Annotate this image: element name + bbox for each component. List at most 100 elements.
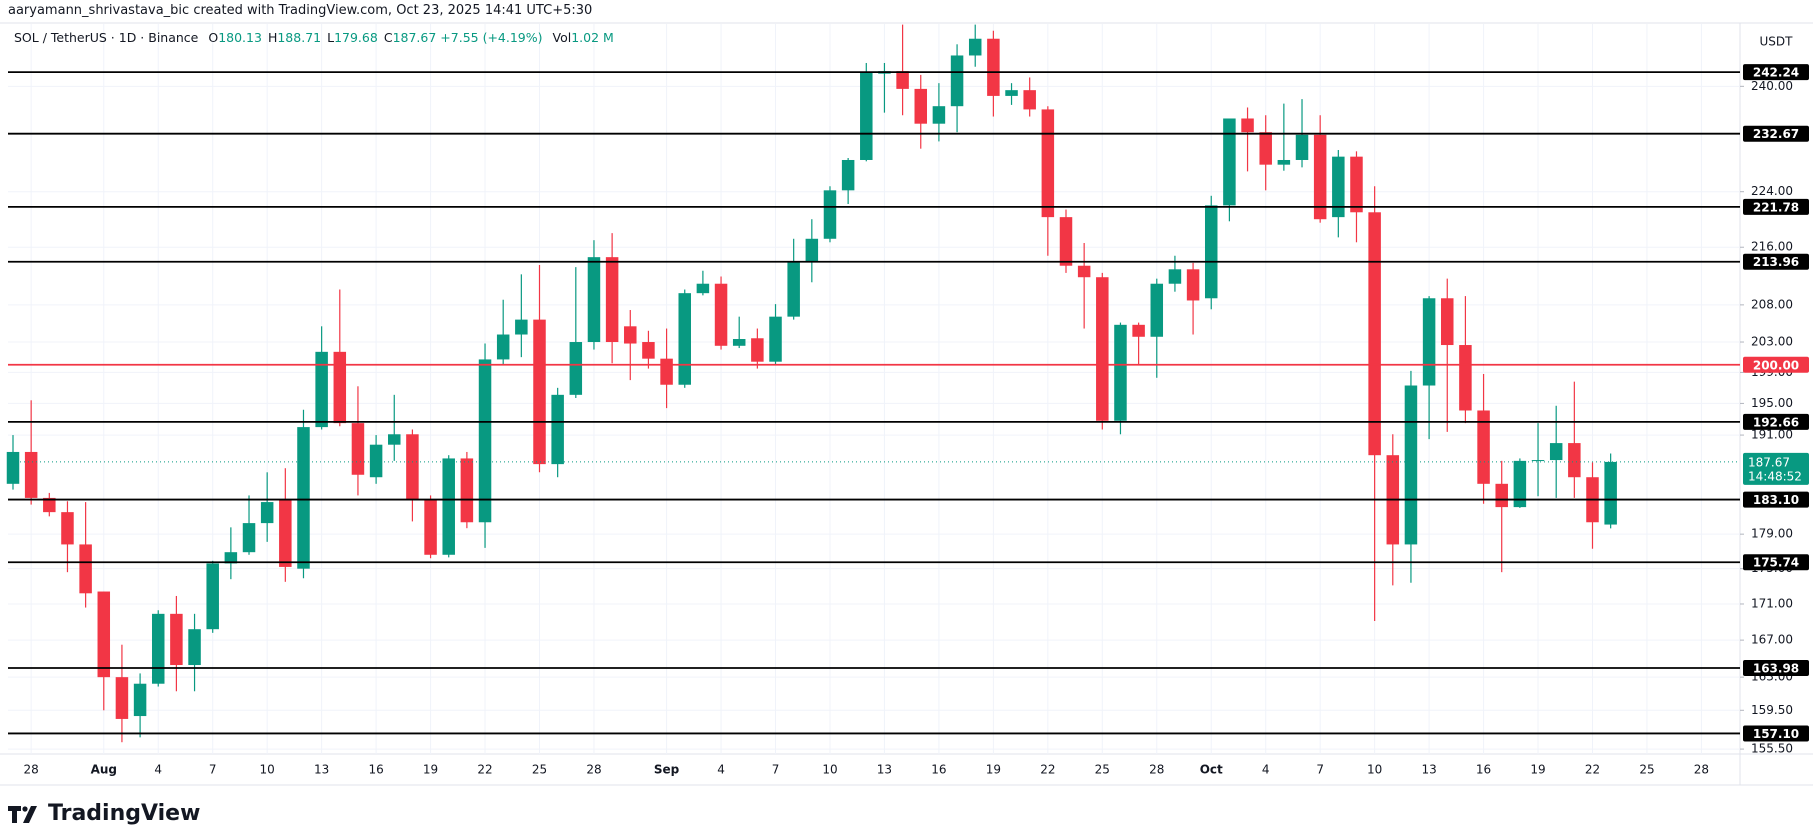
candle-body (732, 339, 746, 346)
x-tick-label: 16 (1476, 763, 1491, 777)
candle-body (1059, 217, 1073, 266)
x-tick-label: 28 (1694, 763, 1709, 777)
candle-body (43, 497, 56, 513)
candle-body (914, 88, 928, 124)
brand-logo: TradingView (8, 801, 200, 826)
candle-body (515, 319, 528, 335)
x-tick-label: 7 (209, 763, 217, 777)
candle-body (442, 458, 455, 555)
candle-body (1404, 385, 1418, 545)
brand-icon (8, 805, 37, 823)
level-label: 232.67 (1753, 127, 1799, 141)
x-tick-label: 28 (586, 763, 601, 777)
level-label: 157.10 (1753, 727, 1799, 741)
level-label: 200.00 (1753, 358, 1799, 372)
candle-body (896, 71, 909, 89)
y-tick-label: 203.00 (1751, 335, 1793, 349)
candle-body (1459, 345, 1472, 411)
level-label: 183.10 (1753, 493, 1799, 507)
candle-body (860, 72, 873, 160)
candle-body (624, 326, 637, 344)
candle-body (787, 261, 800, 317)
x-tick-label: 22 (1040, 763, 1055, 777)
y-ticks: 240.00224.00216.00208.00203.00199.00195.… (8, 79, 1793, 756)
x-tick-label: 25 (1639, 763, 1654, 777)
x-tick-label: 28 (24, 763, 39, 777)
candle-body (1132, 324, 1145, 337)
candle-body (1041, 109, 1055, 218)
candle-body (1150, 283, 1164, 337)
candle-body (605, 257, 619, 343)
candle-body (1368, 212, 1381, 456)
candle-body (1005, 90, 1018, 96)
ohlc-value: 180.13 (218, 30, 262, 45)
x-tick-label: Aug (91, 763, 117, 777)
candle-body (642, 342, 655, 359)
candle-body (1495, 483, 1508, 508)
candle-body (1023, 90, 1036, 110)
candle-body (932, 106, 946, 124)
candle-body (660, 358, 673, 385)
candle-body (188, 629, 201, 666)
attribution: aaryamann_shrivastava_bic created with T… (8, 3, 593, 18)
candle-body (1223, 118, 1236, 206)
x-tick-label: 4 (154, 763, 162, 777)
candle-body (987, 38, 1000, 96)
candle-body (297, 427, 310, 569)
current-price-label: 187.67 (1748, 455, 1790, 469)
ohlc-value: 179.68 (334, 30, 378, 45)
x-tick-label: 28 (1149, 763, 1164, 777)
candle-body (1422, 298, 1436, 386)
candle-body (533, 319, 546, 465)
x-tick-label: 10 (260, 763, 275, 777)
level-label: 192.66 (1753, 415, 1799, 429)
level-label-box (1743, 253, 1809, 270)
y-tick-label: 167.00 (1751, 633, 1793, 647)
candle-body (460, 458, 474, 523)
ohlc-values: O180.13 H188.71 L179.68 C187.67 (202, 30, 436, 45)
x-tick-label: 25 (532, 763, 547, 777)
candle-body (1568, 443, 1581, 478)
candle-body (1277, 159, 1291, 165)
candle-body (1077, 265, 1091, 278)
level-label-box (1743, 413, 1809, 430)
ohlc-key: C (383, 30, 393, 45)
candle-body (805, 238, 819, 262)
candle-body (1241, 118, 1254, 133)
level-label-box (1743, 125, 1809, 142)
legend: SOL / TetherUS · 1D · Binance O180.13 H18… (14, 30, 614, 45)
volume-key: Vol (552, 30, 572, 45)
x-tick-label: 19 (1530, 763, 1545, 777)
level-label: 221.78 (1753, 200, 1799, 214)
candle-body (170, 613, 183, 666)
candle-body (61, 512, 74, 545)
candle-body (351, 423, 365, 475)
candle-body (1295, 134, 1309, 160)
candle-body (1114, 324, 1127, 421)
candle-body (950, 55, 964, 107)
candle-body (1096, 277, 1109, 421)
level-label-box (1743, 554, 1809, 571)
candle-body (424, 499, 437, 555)
candle-body (1204, 205, 1218, 299)
candle-body (406, 434, 419, 500)
x-tick-label: Oct (1200, 763, 1223, 777)
ohlc-key: O (208, 30, 219, 45)
candle-body (6, 451, 20, 484)
candle-body (1531, 460, 1545, 462)
candle-body (79, 544, 92, 594)
candle-body (1513, 460, 1527, 508)
x-tick-label: 25 (1095, 763, 1110, 777)
candle-body (1313, 134, 1327, 220)
y-tick-label: 155.50 (1751, 742, 1793, 756)
candle-body (260, 502, 274, 524)
x-tick-label: 22 (1585, 763, 1600, 777)
candle-body (1168, 269, 1182, 284)
candle-body (587, 257, 601, 343)
candle-body (1441, 298, 1454, 346)
x-tick-label: 13 (314, 763, 329, 777)
candle-body (823, 190, 837, 239)
x-tick-label: 19 (986, 763, 1001, 777)
